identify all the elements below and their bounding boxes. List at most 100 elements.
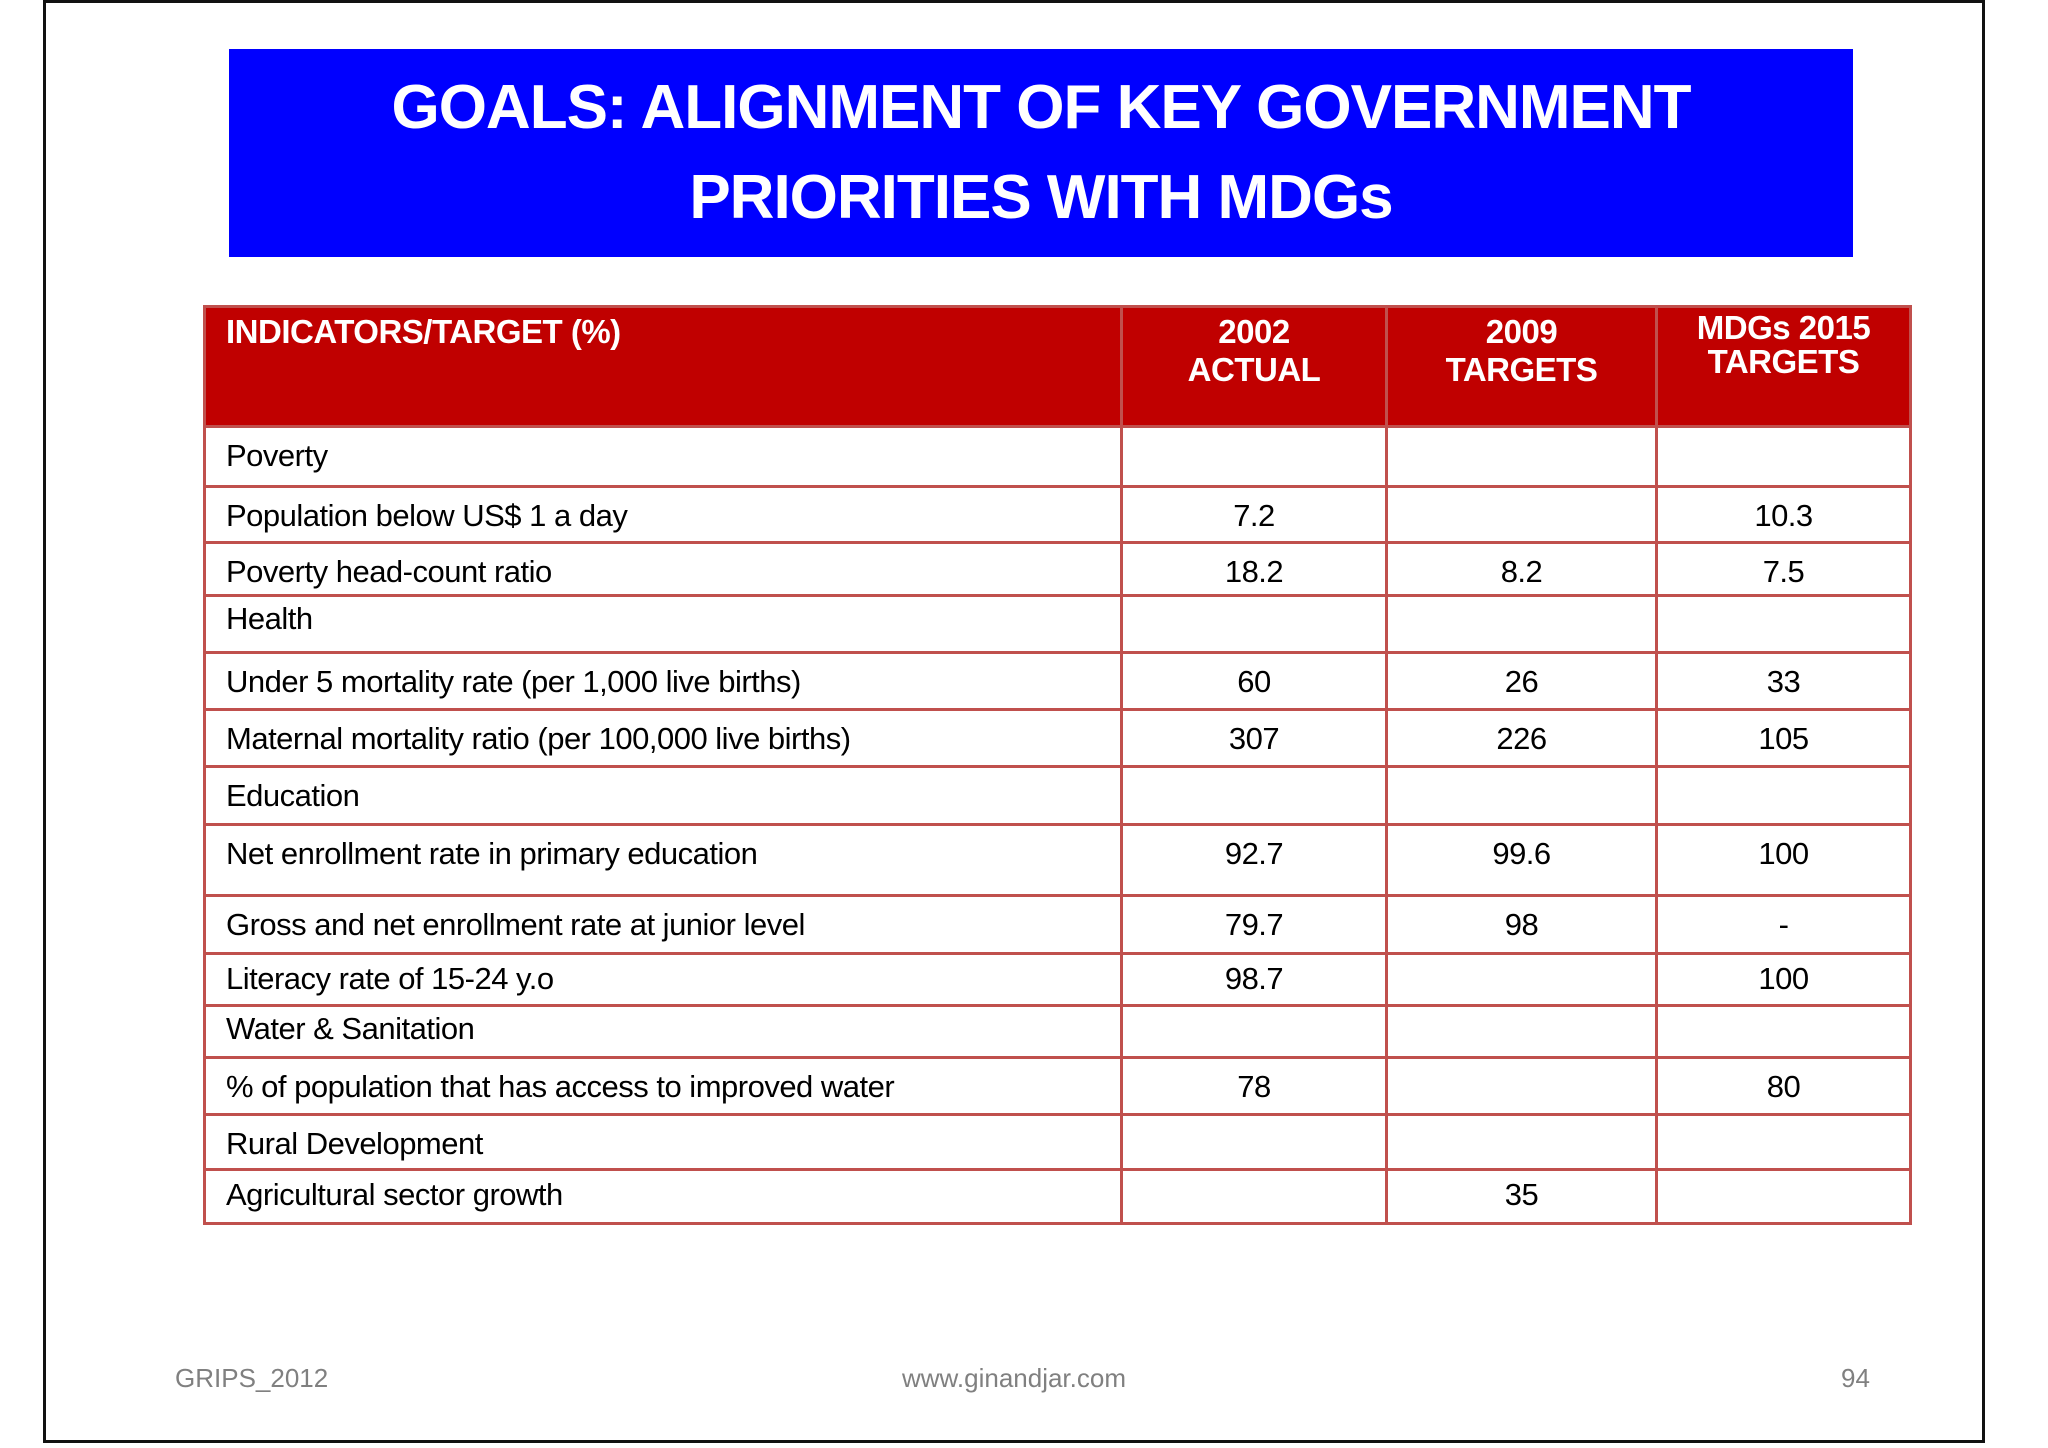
header-label-line-1: MDGs 2015 xyxy=(1696,309,1871,346)
cell-indicator: Health xyxy=(203,594,1123,654)
cell-2002-actual xyxy=(1120,1004,1388,1059)
cell-2009-target: 98 xyxy=(1385,894,1658,955)
cell-indicator: Literacy rate of 15-24 y.o xyxy=(203,952,1123,1007)
header-mdgs-2015-targets: MDGs 2015 TARGETS xyxy=(1655,305,1912,428)
value-text xyxy=(1123,1007,1385,1017)
cell-2009-target xyxy=(1385,1004,1658,1059)
cell-mdg-2015 xyxy=(1655,765,1912,826)
cell-2009-target xyxy=(1385,485,1658,544)
indicator-text: Rural Development xyxy=(226,1126,483,1161)
footer-website-text: www.ginandjar.com xyxy=(902,1363,1126,1393)
value-text: 78 xyxy=(1237,1069,1271,1104)
value-text: 100 xyxy=(1758,836,1809,871)
indicator-text: Gross and net enrollment rate at junior … xyxy=(226,907,805,942)
header-label-line-1: 2002 xyxy=(1218,313,1290,350)
indicator-text: Education xyxy=(226,778,360,813)
value-text: 307 xyxy=(1228,721,1280,756)
table-row: Maternal mortality ratio (per 100,000 li… xyxy=(203,708,1912,768)
cell-mdg-2015: 100 xyxy=(1655,952,1912,1007)
value-text: 7.2 xyxy=(1233,498,1275,533)
indicators-table-container: INDICATORS/TARGET (%) 2002 ACTUAL 2009 T… xyxy=(203,305,1912,1225)
footer-website: www.ginandjar.com xyxy=(0,1363,2048,1394)
slide-title-line-1: GOALS: ALIGNMENT OF KEY GOVERNMENT xyxy=(391,73,1691,142)
value-text xyxy=(1388,597,1655,607)
value-text: 80 xyxy=(1766,1069,1801,1104)
value-text: 226 xyxy=(1496,721,1547,756)
cell-indicator: Water & Sanitation xyxy=(203,1004,1123,1059)
value-text: 100 xyxy=(1758,961,1809,996)
value-text: 26 xyxy=(1504,664,1539,699)
value-text: 92.7 xyxy=(1224,836,1284,871)
cell-indicator: Poverty xyxy=(203,425,1123,488)
cell-mdg-2015: 100 xyxy=(1655,823,1912,897)
cell-2002-actual: 7.2 xyxy=(1120,485,1388,544)
cell-2009-target xyxy=(1385,425,1658,488)
slide-title-banner: GOALS: ALIGNMENT OF KEY GOVERNMENT PRIOR… xyxy=(229,49,1853,257)
value-text xyxy=(1123,768,1385,778)
cell-2009-target xyxy=(1385,765,1658,826)
cell-2002-actual: 98.7 xyxy=(1120,952,1388,1007)
cell-mdg-2015 xyxy=(1655,1168,1912,1225)
cell-2009-target: 26 xyxy=(1385,651,1658,711)
value-text xyxy=(1658,597,1909,607)
value-text xyxy=(1388,488,1655,498)
value-text: 33 xyxy=(1766,664,1801,699)
table-row: Gross and net enrollment rate at junior … xyxy=(203,894,1912,955)
cell-2002-actual: 18.2 xyxy=(1120,541,1388,597)
value-text: 105 xyxy=(1758,721,1809,756)
indicator-text: Literacy rate of 15-24 y.o xyxy=(226,961,554,996)
cell-2009-target: 226 xyxy=(1385,708,1658,768)
table-row-section-rural-development: Rural Development xyxy=(203,1113,1912,1171)
value-text: 79.7 xyxy=(1224,907,1284,942)
value-text xyxy=(1388,1007,1655,1017)
indicator-text: Under 5 mortality rate (per 1,000 live b… xyxy=(226,664,801,699)
value-text xyxy=(1123,597,1385,607)
cell-2002-actual: 60 xyxy=(1120,651,1388,711)
indicator-text: Water & Sanitation xyxy=(226,1011,475,1046)
table-header-row: INDICATORS/TARGET (%) 2002 ACTUAL 2009 T… xyxy=(203,305,1912,428)
table-row-section-water-sanitation: Water & Sanitation xyxy=(203,1004,1912,1059)
indicator-text: Population below US$ 1 a day xyxy=(226,498,628,533)
cell-2009-target xyxy=(1385,594,1658,654)
value-text xyxy=(1658,1116,1909,1126)
value-text: 7.5 xyxy=(1762,554,1805,589)
cell-indicator: Net enrollment rate in primary education xyxy=(203,823,1123,897)
value-text xyxy=(1658,1171,1909,1177)
table-row: Agricultural sector growth 35 xyxy=(203,1168,1912,1225)
value-text xyxy=(1123,428,1385,438)
header-indicators-target: INDICATORS/TARGET (%) xyxy=(203,305,1123,428)
value-text xyxy=(1388,955,1655,961)
cell-2002-actual: 92.7 xyxy=(1120,823,1388,897)
cell-indicator: % of population that has access to impro… xyxy=(203,1056,1123,1116)
cell-mdg-2015 xyxy=(1655,1004,1912,1059)
value-text xyxy=(1658,768,1909,778)
cell-indicator: Rural Development xyxy=(203,1113,1123,1171)
value-text xyxy=(1123,1116,1385,1126)
indicators-table: INDICATORS/TARGET (%) 2002 ACTUAL 2009 T… xyxy=(203,305,1912,1225)
value-text xyxy=(1388,1116,1655,1126)
cell-2002-actual xyxy=(1120,1113,1388,1171)
header-2009-targets: 2009 TARGETS xyxy=(1385,305,1658,428)
cell-2009-target: 99.6 xyxy=(1385,823,1658,897)
value-text: 60 xyxy=(1237,664,1271,699)
cell-indicator: Poverty head-count ratio xyxy=(203,541,1123,597)
value-text: 8.2 xyxy=(1500,554,1543,589)
value-text xyxy=(1388,1059,1655,1069)
cell-indicator: Education xyxy=(203,765,1123,826)
cell-mdg-2015: 80 xyxy=(1655,1056,1912,1116)
value-text: 10.3 xyxy=(1754,498,1813,533)
header-label-line-2: TARGETS xyxy=(1445,351,1598,388)
indicator-text: Health xyxy=(226,601,313,636)
table-row-section-education: Education xyxy=(203,765,1912,826)
indicator-text: Poverty xyxy=(226,438,328,473)
cell-2002-actual xyxy=(1120,765,1388,826)
cell-indicator: Gross and net enrollment rate at junior … xyxy=(203,894,1123,955)
indicator-text: Maternal mortality ratio (per 100,000 li… xyxy=(226,721,851,756)
cell-2002-actual: 307 xyxy=(1120,708,1388,768)
cell-mdg-2015: 33 xyxy=(1655,651,1912,711)
cell-mdg-2015: 105 xyxy=(1655,708,1912,768)
value-text: 18.2 xyxy=(1224,554,1284,589)
table-row: Poverty head-count ratio 18.2 8.2 7.5 xyxy=(203,541,1912,597)
table-row: % of population that has access to impro… xyxy=(203,1056,1912,1116)
cell-2002-actual xyxy=(1120,1168,1388,1225)
